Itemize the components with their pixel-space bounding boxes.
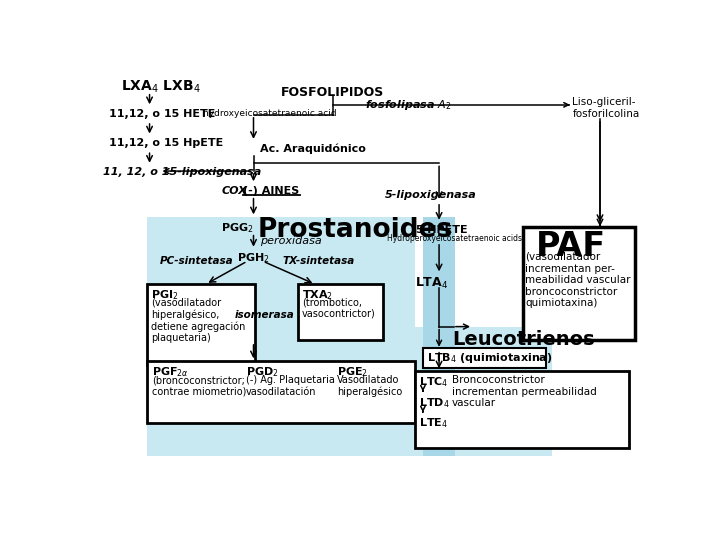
Text: PGD$_2$: PGD$_2$ bbox=[246, 365, 279, 379]
Text: PGG$_2$: PGG$_2$ bbox=[221, 221, 254, 235]
Text: LTE$_4$: LTE$_4$ bbox=[419, 417, 448, 430]
Text: 11, 12, o 15-lipoxigenasa: 11, 12, o 15-lipoxigenasa bbox=[102, 167, 261, 177]
Bar bbox=[415, 372, 629, 448]
Text: (broncoconstrictor;
contrae miometrio): (broncoconstrictor; contrae miometrio) bbox=[152, 375, 246, 397]
Text: fosfolipasa $A_2$: fosfolipasa $A_2$ bbox=[365, 98, 451, 112]
Text: PC-sintetasa: PC-sintetasa bbox=[160, 256, 233, 266]
Text: LXA$_4$ LXB$_4$: LXA$_4$ LXB$_4$ bbox=[121, 79, 201, 95]
Text: PGE$_2$: PGE$_2$ bbox=[337, 365, 368, 379]
Text: TX-sintetasa: TX-sintetasa bbox=[283, 256, 355, 266]
Text: PGF$_{2\alpha}$: PGF$_{2\alpha}$ bbox=[152, 365, 189, 379]
Text: FOSFOLIPIDOS: FOSFOLIPIDOS bbox=[282, 86, 384, 99]
Text: LTC$_4$: LTC$_4$ bbox=[419, 375, 449, 389]
Text: isomerasa: isomerasa bbox=[234, 309, 294, 320]
Bar bbox=[415, 327, 552, 456]
Text: (-) Ag. Plaquetaria
vasodilatación: (-) Ag. Plaquetaria vasodilatación bbox=[246, 375, 335, 397]
Text: 5-HPETE: 5-HPETE bbox=[415, 225, 468, 235]
Text: LTB$_4$ (quimiotaxina): LTB$_4$ (quimiotaxina) bbox=[427, 351, 552, 365]
Bar bbox=[148, 217, 415, 456]
Bar bbox=[148, 284, 255, 365]
Text: (-) AINES: (-) AINES bbox=[243, 186, 300, 195]
Text: 5-lipoxigenasa: 5-lipoxigenasa bbox=[384, 190, 476, 200]
Bar bbox=[148, 361, 415, 423]
Text: PAF: PAF bbox=[536, 231, 606, 264]
Text: Hydroperoxyeicosatetraenoic acids: Hydroperoxyeicosatetraenoic acids bbox=[387, 234, 522, 243]
Text: 11,12, o 15 HETE: 11,12, o 15 HETE bbox=[109, 109, 215, 119]
Text: Prostanoides: Prostanoides bbox=[257, 217, 453, 243]
Text: LTA$_4$: LTA$_4$ bbox=[415, 276, 449, 291]
Bar bbox=[298, 284, 383, 340]
Text: Ac. Araquidónico: Ac. Araquidónico bbox=[260, 143, 366, 154]
Text: (vasodilatador
incrementan per-
meabilidad vascular
broncoconstrictor
quimiotaxi: (vasodilatador incrementan per- meabilid… bbox=[526, 252, 631, 308]
Bar bbox=[423, 348, 546, 368]
Text: hydroxyeicosatetraenoic acid: hydroxyeicosatetraenoic acid bbox=[204, 110, 337, 118]
Bar bbox=[523, 226, 634, 340]
Text: peroxidasa: peroxidasa bbox=[260, 236, 321, 246]
Text: Broncoconstrictor
incrementan permeabilidad
vascular: Broncoconstrictor incrementan permeabili… bbox=[452, 375, 597, 408]
Text: Vasodilatado
hiperalgésico: Vasodilatado hiperalgésico bbox=[337, 375, 402, 397]
Text: PGH$_2$: PGH$_2$ bbox=[237, 251, 269, 265]
Text: Leucotrienos: Leucotrienos bbox=[452, 330, 595, 349]
Text: (trombotico,
vasocontrictor): (trombotico, vasocontrictor) bbox=[302, 298, 376, 319]
Text: Liso-gliceril-
fosforilcolina: Liso-gliceril- fosforilcolina bbox=[572, 97, 639, 119]
Bar bbox=[423, 217, 455, 456]
Text: COX: COX bbox=[221, 186, 247, 195]
Text: LTD$_4$: LTD$_4$ bbox=[419, 396, 449, 410]
Text: TXA$_2$: TXA$_2$ bbox=[302, 288, 333, 302]
Text: 11,12, o 15 HpETE: 11,12, o 15 HpETE bbox=[109, 138, 223, 148]
Text: (vasodilatador
hiperalgésico,
detiene agregación
plaquetaria): (vasodilatador hiperalgésico, detiene ag… bbox=[151, 298, 246, 343]
Text: PGI$_2$: PGI$_2$ bbox=[151, 288, 179, 302]
